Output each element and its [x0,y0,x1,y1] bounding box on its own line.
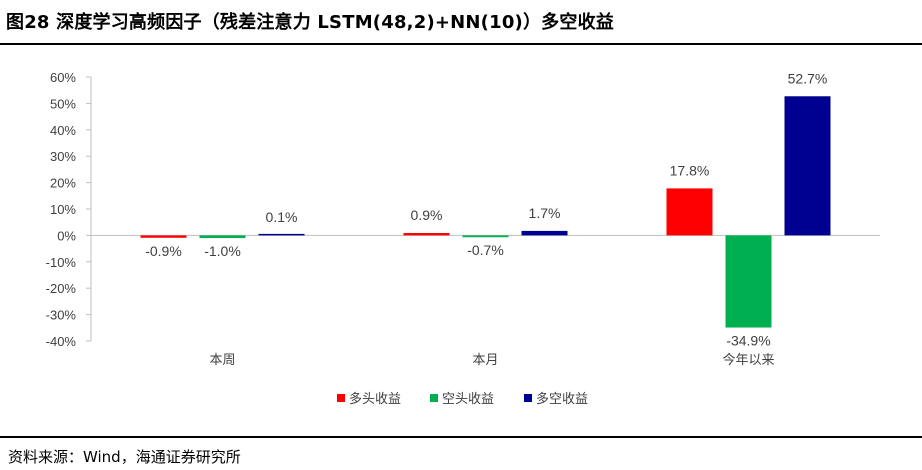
data-label: -34.9% [726,333,770,349]
x-category-label: 今年以来 [722,352,774,368]
bar [199,235,246,239]
source-note: 资料来源：Wind，海通证券研究所 [8,448,241,466]
data-label: 17.8% [670,162,710,178]
legend-swatch [337,394,345,402]
y-tick-label: -10% [46,255,77,270]
y-axis: 60% 50% 40% 30% 20% 10% 0% -10% -20% -30% -40% [46,70,92,349]
bar [140,235,187,238]
y-tick-label: 0% [57,228,76,243]
bar [725,235,772,328]
title-divider [0,43,922,45]
y-tick-label: 50% [50,96,76,111]
bars [140,96,831,328]
data-label: -0.9% [145,243,182,259]
data-label: -1.0% [204,243,241,259]
data-label: -0.7% [467,242,504,258]
bar [666,188,713,236]
legend-swatch [430,394,438,402]
y-tick-label: -40% [46,334,77,349]
page-title: 图28 深度学习高频因子（残差注意力 LSTM(48,2)+NN(10)）多空收… [6,12,614,33]
legend-label: 多空收益 [536,391,588,407]
bar-chart: 60% 50% 40% 30% 20% 10% 0% -10% -20% -30% -40% 本周 本… [46,70,880,407]
legend-label: 多头收益 [349,391,401,407]
legend-label: 空头收益 [442,392,494,407]
source-divider [0,436,922,438]
data-label: 0.9% [411,207,443,223]
data-labels: -0.9% -1.0% 0.1% 0.9% -0.7% 1.7% 17.8% -34.9% 52… [145,70,827,348]
legend: 多头收益 空头收益 多空收益 [337,391,588,407]
x-category-label: 本周 [209,353,235,368]
y-tick-label: -30% [46,308,77,323]
bar [462,235,509,238]
bar [521,230,568,236]
y-tick-label: 20% [50,176,76,191]
data-label: 0.1% [266,209,298,225]
data-label: 52.7% [788,70,828,86]
bar [403,233,450,236]
y-tick-label: -20% [46,281,77,296]
y-tick-label: 30% [50,149,76,164]
y-tick-label: 10% [50,202,76,217]
bar [258,233,305,236]
x-category-label: 本月 [472,353,498,368]
legend-swatch [524,394,532,402]
bar [784,96,831,236]
y-tick-label: 60% [50,70,76,85]
data-label: 1.7% [529,205,561,221]
y-tick-label: 40% [50,123,76,138]
